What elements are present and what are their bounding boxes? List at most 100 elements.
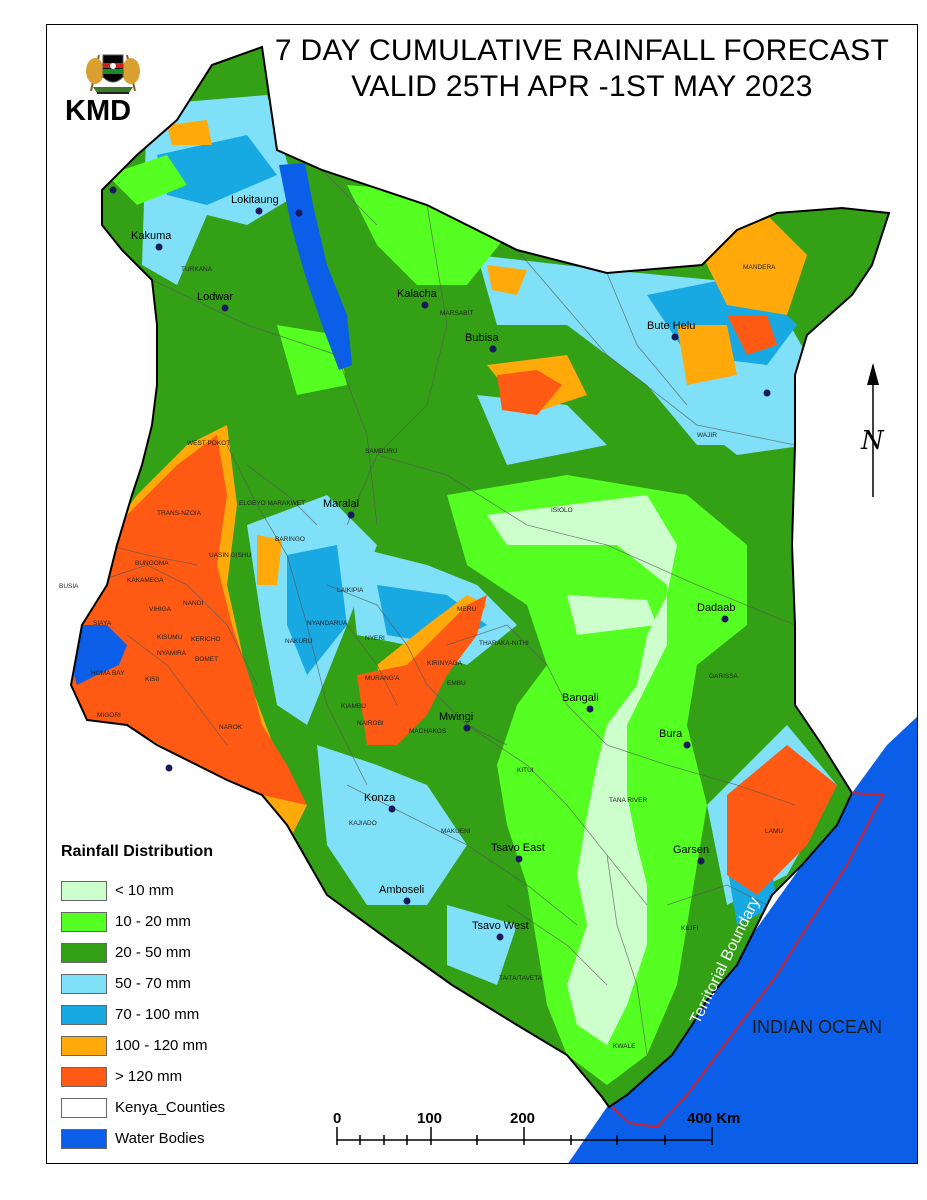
county-label: SAMBURU <box>365 448 398 455</box>
legend-item: Water Bodies <box>61 1123 225 1154</box>
legend-swatch <box>61 1035 107 1056</box>
county-label: BUSIA <box>59 583 79 590</box>
county-label: NANDI <box>183 600 203 607</box>
town-marker <box>697 857 705 865</box>
legend-item: 100 - 120 mm <box>61 1030 225 1061</box>
county-label: KITUI <box>517 767 534 774</box>
town-marker <box>155 243 163 251</box>
town-marker <box>403 897 411 905</box>
county-label: MIGORI <box>97 712 121 719</box>
county-label: TURKANA <box>181 266 213 273</box>
town-label: Bute Helu <box>647 320 695 332</box>
town-label: Kakuma <box>131 230 172 242</box>
town-marker <box>586 705 594 713</box>
county-label: LAMU <box>765 828 783 835</box>
legend-item: < 10 mm <box>61 875 225 906</box>
town-marker <box>515 855 523 863</box>
scale-bar: 0 100 200 400 Km <box>327 1105 747 1163</box>
county-label: GARISSA <box>709 673 739 680</box>
kmd-logo-text: KMD <box>65 95 132 127</box>
county-label: KWALE <box>613 1043 636 1050</box>
county-label: KISUMU <box>157 634 183 641</box>
title-line-1: 7 DAY CUMULATIVE RAINFALL FORECAST <box>274 34 890 67</box>
county-label: NAKURU <box>285 638 313 645</box>
county-label: NAROK <box>219 724 243 731</box>
town-marker <box>109 186 117 194</box>
town-marker <box>295 209 303 217</box>
legend-label: Water Bodies <box>115 1130 205 1147</box>
legend-label: 50 - 70 mm <box>115 975 191 992</box>
legend-swatch <box>61 1004 107 1025</box>
legend-swatch <box>61 1066 107 1087</box>
county-label: MACHAKOS <box>409 728 447 735</box>
county-label: MERU <box>457 606 476 613</box>
town-marker <box>388 805 396 813</box>
rainfall-map: Territorial Boundary INDIAN OCEAN N Loki… <box>59 46 917 1163</box>
legend: Rainfall Distribution < 10 mm 10 - 20 mm 2… <box>61 843 225 1154</box>
legend-item: Kenya_Counties <box>61 1092 225 1123</box>
county-label: BOMET <box>195 656 218 663</box>
legend-item: 20 - 50 mm <box>61 937 225 968</box>
town-label: Bura <box>659 728 683 740</box>
legend-swatch <box>61 973 107 994</box>
legend-label: 70 - 100 mm <box>115 1006 200 1023</box>
county-label: LAIKIPIA <box>337 587 364 594</box>
scale-tick-400: 400 Km <box>687 1110 740 1127</box>
county-label: NAIROBI <box>357 720 384 727</box>
town-label: Konza <box>364 792 396 804</box>
county-label: MANDERA <box>743 264 776 271</box>
indian-ocean-label: INDIAN OCEAN <box>752 1017 882 1037</box>
county-label: KIAMBU <box>341 703 366 710</box>
town-label: Mwingi <box>439 711 473 723</box>
county-label: NYANDARUA <box>307 620 348 627</box>
town-marker <box>421 301 429 309</box>
county-label: UASIN GISHU <box>209 552 252 559</box>
county-label: ELGEYO MARAKWET <box>239 500 305 507</box>
county-label: BUNGOMA <box>135 560 169 567</box>
town-label: Lodwar <box>197 291 233 303</box>
county-label: HOMA BAY <box>91 670 125 677</box>
legend-item: 10 - 20 mm <box>61 906 225 937</box>
map-frame: Territorial Boundary INDIAN OCEAN N Loki… <box>46 24 918 1164</box>
legend-item: > 120 mm <box>61 1061 225 1092</box>
county-label: MURANG'A <box>365 675 400 682</box>
town-marker <box>721 615 729 623</box>
county-label: TRANS-NZOIA <box>157 510 202 517</box>
north-arrow-icon: N <box>860 363 885 497</box>
town-label: Amboseli <box>379 884 424 896</box>
county-label: ISIOLO <box>551 507 573 514</box>
legend-label: 100 - 120 mm <box>115 1037 208 1054</box>
rainfall-zones <box>71 47 889 1107</box>
town-marker <box>489 345 497 353</box>
legend-swatch <box>61 911 107 932</box>
legend-swatch <box>61 1097 107 1118</box>
title-line-2: VALID 25TH APR -1ST MAY 2023 <box>351 70 813 103</box>
town-label: Maralal <box>323 498 359 510</box>
legend-title: Rainfall Distribution <box>61 843 213 860</box>
county-label: SIAYA <box>93 620 112 627</box>
town-label: Dadaab <box>697 602 736 614</box>
county-label: EMBU <box>447 680 466 687</box>
county-label: MARSABIT <box>440 310 473 317</box>
town-label: Garsen <box>673 844 709 856</box>
county-label: NYAMIRA <box>157 650 187 657</box>
territorial-boundary-line <box>611 792 885 1129</box>
town-marker <box>683 741 691 749</box>
town-marker <box>255 207 263 215</box>
legend-label: Kenya_Counties <box>115 1099 226 1116</box>
legend-label: 10 - 20 mm <box>115 913 191 930</box>
town-label: Lokitaung <box>231 194 279 206</box>
kenya-coat-of-arms-icon <box>86 54 140 94</box>
town-marker <box>671 333 679 341</box>
legend-label: 20 - 50 mm <box>115 944 191 961</box>
county-label: WEST POKOT <box>187 440 230 447</box>
town-label: Tsavo West <box>472 920 529 932</box>
county-label: TANA RIVER <box>609 797 647 804</box>
town-label: Bangali <box>562 692 599 704</box>
legend-swatch <box>61 942 107 963</box>
county-label: KAKAMEGA <box>127 577 164 584</box>
county-label: KAJIADO <box>349 820 377 827</box>
legend-item: 70 - 100 mm <box>61 999 225 1030</box>
county-label: MAKUENI <box>441 828 471 835</box>
town-marker <box>463 724 471 732</box>
